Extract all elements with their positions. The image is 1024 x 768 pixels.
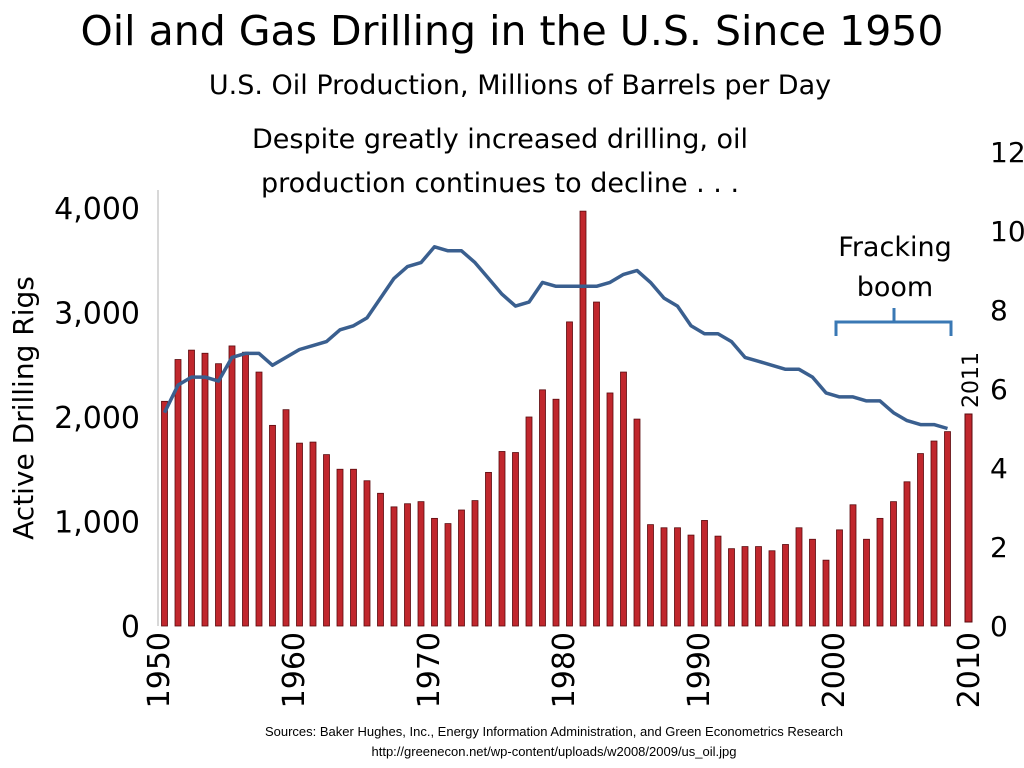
y-tick-label: 0 [121, 610, 140, 645]
rig-bar [282, 409, 290, 627]
rig-bar [363, 480, 371, 627]
fracking-boom-label: Fracking boom [838, 232, 952, 303]
rig-bar [552, 398, 560, 627]
rig-bar [350, 468, 357, 627]
rig-bar [687, 534, 695, 627]
source-url: http://greenecon.net/wp-content/uploads/… [371, 744, 737, 759]
rig-bar [269, 424, 276, 627]
fracking-bracket [834, 308, 953, 336]
x-tick-label: 1960 [277, 632, 312, 708]
rig-bar [390, 506, 398, 627]
right-tick-label: 0 [990, 610, 1008, 643]
rig-bar [620, 371, 627, 627]
right-tick-label: 12 [990, 136, 1024, 169]
sources-line: Sources: Baker Hughes, Inc., Energy Info… [264, 724, 844, 739]
rig-bar [660, 527, 668, 627]
right-tick-label: 4 [990, 452, 1008, 485]
rig-bar [242, 351, 249, 627]
right-tick-label: 6 [990, 373, 1008, 406]
rig-bar [782, 544, 789, 627]
rig-bar [809, 538, 816, 627]
rig-bar [471, 500, 479, 627]
rig-bar [296, 442, 303, 627]
rig-bar [633, 418, 641, 627]
rig-bar [444, 523, 452, 627]
rig-bar [485, 471, 492, 627]
rig-bar [201, 352, 209, 627]
right-tick-label: 2 [990, 531, 1008, 564]
oil-production-line [162, 245, 948, 431]
rig-bar [728, 548, 735, 627]
rig-bar [309, 441, 317, 627]
rig-bar [741, 546, 749, 627]
right-tick-label: 8 [990, 294, 1008, 327]
rig-bar [876, 517, 884, 627]
rig-bar [161, 400, 168, 627]
rig-bar [863, 538, 870, 627]
rig-bar [674, 527, 681, 627]
rig-bar [525, 416, 533, 627]
rig-bar [215, 363, 222, 627]
rig-bar [539, 389, 546, 627]
rig-bar [498, 451, 506, 627]
y-tick-label: 3,000 [54, 297, 140, 332]
rig-bar [714, 535, 722, 627]
rig-bar [188, 349, 195, 627]
x-tick-label: 2000 [817, 632, 852, 708]
rig-bar [890, 501, 897, 627]
rig-bar [174, 359, 182, 627]
chart-title: Oil and Gas Drilling in the U.S. Since 1… [80, 7, 944, 55]
rig-bar [458, 509, 465, 627]
y-tick-label: 4,000 [54, 192, 140, 227]
chart-subtitle: U.S. Oil Production, Millions of Barrels… [208, 70, 832, 101]
x-tick-label: 1990 [682, 632, 717, 708]
rig-bar [593, 301, 600, 627]
x-tick-label: 1970 [412, 632, 447, 708]
y-tick-label: 2,000 [54, 401, 140, 436]
rig-bar [579, 210, 587, 627]
rig-bar [930, 440, 938, 627]
x-tick-label: 1950 [142, 632, 177, 708]
rig-bar [323, 454, 330, 627]
rig-bar [336, 468, 344, 627]
rig-bar [606, 392, 614, 627]
rig-bar [849, 504, 857, 627]
rig-bar [566, 321, 573, 627]
x-tick-label: 1980 [547, 632, 582, 708]
rig-bar [228, 345, 236, 627]
rig-bar [822, 559, 830, 627]
rig-bar [795, 527, 803, 627]
rig-bar [701, 520, 708, 627]
y-tick-label: 1,000 [54, 506, 140, 541]
rig-bar [647, 524, 654, 627]
rig-bar [755, 546, 762, 627]
rig-bar [255, 371, 263, 627]
sources-note: Sources: Baker Hughes, Inc., Energy Info… [0, 722, 1024, 762]
rig-bar [417, 501, 425, 627]
x-tick-label: 2010 [952, 632, 987, 708]
rig-bar [431, 517, 438, 627]
year-2011-label: 2011 [959, 352, 984, 408]
decline-annotation: Despite greatly increased drilling, oil … [251, 124, 749, 199]
rig-bar [903, 481, 911, 627]
rig-bar [512, 452, 519, 627]
rig-bar [917, 453, 924, 627]
key-bar [964, 413, 973, 623]
y-axis-label: Active Drilling Rigs [7, 276, 40, 540]
rig-bar [836, 529, 843, 627]
rig-bar [377, 492, 384, 627]
right-tick-label: 10 [990, 215, 1024, 248]
rig-bar [944, 431, 951, 627]
rig-bar [768, 550, 776, 627]
rig-bar [404, 503, 411, 627]
